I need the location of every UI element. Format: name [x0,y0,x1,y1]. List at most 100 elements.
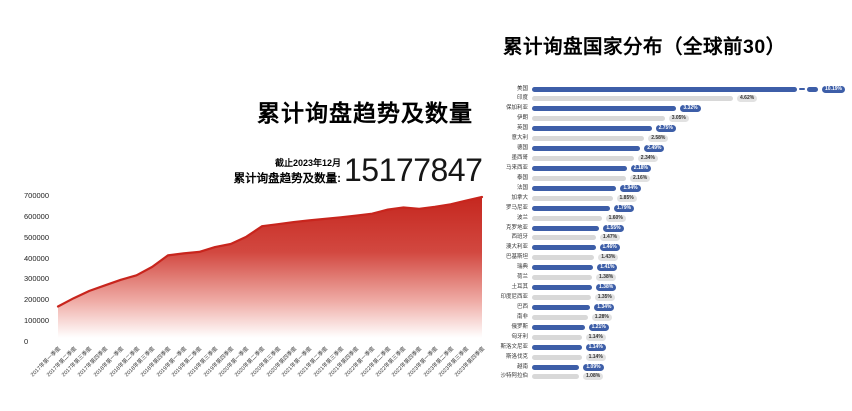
country-bar[interactable] [532,175,626,181]
country-label: 马来西亚 [505,164,528,171]
country-row: 波兰 1.60% [0,213,852,223]
country-row: 沙特阿拉伯 1.08% [0,372,852,382]
country-bar[interactable] [532,304,591,310]
country-bar[interactable] [532,245,596,251]
country-label: 意大利 [511,135,528,142]
country-label: 印度尼西亚 [500,294,528,301]
country-bar[interactable] [532,225,600,231]
country-bar[interactable] [532,354,582,360]
country-value-badge: 1.79% [613,204,635,212]
total-label: 累计询盘趋势及数量: [233,173,341,185]
country-bar[interactable] [532,106,677,112]
country-value-badge: 2.58% [648,135,669,143]
country-bar[interactable] [532,374,579,380]
country-label: 巴西 [516,303,528,310]
country-value-badge: 1.34% [594,303,615,311]
country-bar[interactable] [532,364,580,370]
country-row: 巴西 1.34% [0,302,852,312]
country-label: 南非 [516,313,528,320]
country-value-badge: 2.16% [630,174,651,182]
country-value-badge: 2.75% [655,125,676,133]
country-bar[interactable] [532,235,596,241]
country-label: 巴基斯坦 [505,254,528,261]
country-label: 斯洛伐克 [505,353,528,360]
country-bar[interactable] [532,205,610,211]
country-chart-title: 累计询盘国家分布（全球前30） [503,36,786,58]
country-label: 伊朗 [516,115,528,122]
country-label: 英国 [516,125,528,132]
country-value-badge: 3.05% [668,115,689,123]
country-value-badge: 1.38% [596,274,617,282]
country-value-badge: 1.14% [585,333,606,341]
trend-y-tick-label: 600000 [24,211,50,221]
country-label: 印度 [516,95,528,102]
country-bar[interactable] [532,195,613,201]
country-bar[interactable] [532,156,634,161]
country-value-badge: 10.19% [822,85,845,93]
country-label: 瑞典 [516,264,528,271]
country-bar[interactable] [532,116,665,122]
trend-line[interactable] [56,195,484,308]
country-row: 印度尼西亚 1.35% [0,293,852,303]
country-value-badge: 2.49% [644,145,665,153]
trend-y-tick-label: 700000 [24,191,50,200]
country-bar[interactable] [532,324,585,330]
country-label: 加拿大 [511,194,528,201]
country-bar[interactable] [532,146,641,152]
country-bar[interactable] [532,285,592,291]
country-row: 德国 2.49% [0,144,852,154]
trend-area-chart[interactable] [55,194,485,344]
country-row: 斯洛文尼亚 1.14% [0,342,852,352]
trend-y-tick-label: 100000 [24,316,50,326]
country-bar[interactable] [532,185,617,191]
country-bar[interactable] [532,265,594,271]
country-row: 英国 2.75% [0,124,852,134]
country-bar[interactable] [532,344,582,350]
country-label: 荷兰 [516,274,528,281]
trend-y-tick-label: 500000 [24,232,50,242]
country-bar[interactable] [532,295,591,301]
country-label: 保加利亚 [505,105,528,112]
country-value-badge: 1.35% [594,294,615,302]
country-bar[interactable] [532,126,652,132]
country-bar[interactable] [532,314,588,320]
country-label: 法国 [516,184,528,191]
country-bar[interactable] [532,275,592,281]
trend-y-tick-label: 300000 [24,274,50,284]
country-row: 法国 1.94% [0,183,852,193]
country-value-badge: 1.46% [599,244,620,252]
country-bar[interactable] [532,96,733,102]
country-label: 西班牙 [511,234,528,241]
country-bar-segment[interactable] [807,86,818,92]
country-row: 意大利 2.58% [0,134,852,144]
country-bar[interactable] [532,136,645,142]
country-value-badge: 1.60% [605,214,626,222]
country-bar[interactable] [532,86,797,92]
country-label: 泰国 [516,174,528,181]
country-label: 沙特阿拉伯 [500,373,528,380]
country-row: 南非 1.28% [0,312,852,322]
country-label: 波兰 [516,214,528,221]
bar-break-icon [799,88,805,90]
country-row: 伊朗 3.05% [0,114,852,124]
trend-y-tick-label: 400000 [24,253,50,263]
country-value-badge: 1.08% [583,373,604,381]
country-bar[interactable] [532,334,582,340]
country-value-badge: 1.14% [585,353,606,361]
trend-area-fill[interactable] [58,197,482,342]
country-bar[interactable] [532,255,595,261]
country-row: 荷兰 1.38% [0,273,852,283]
country-label: 罗马尼亚 [505,204,528,211]
country-row: 匈牙利 1.14% [0,332,852,342]
country-row: 克罗地亚 1.55% [0,223,852,233]
trend-stat-labels: 截止2023年12月 累计询盘趋势及数量: [150,158,341,186]
total-value: 15177847 [344,152,483,188]
country-label: 越南 [516,363,528,370]
country-bar[interactable] [532,165,627,171]
country-row: 泰国 2.16% [0,173,852,183]
country-bar[interactable] [532,215,602,221]
trend-y-tick-label: 0 [24,337,29,346]
country-value-badge: 2.18% [630,164,651,172]
country-label: 斯洛文尼亚 [500,343,528,350]
